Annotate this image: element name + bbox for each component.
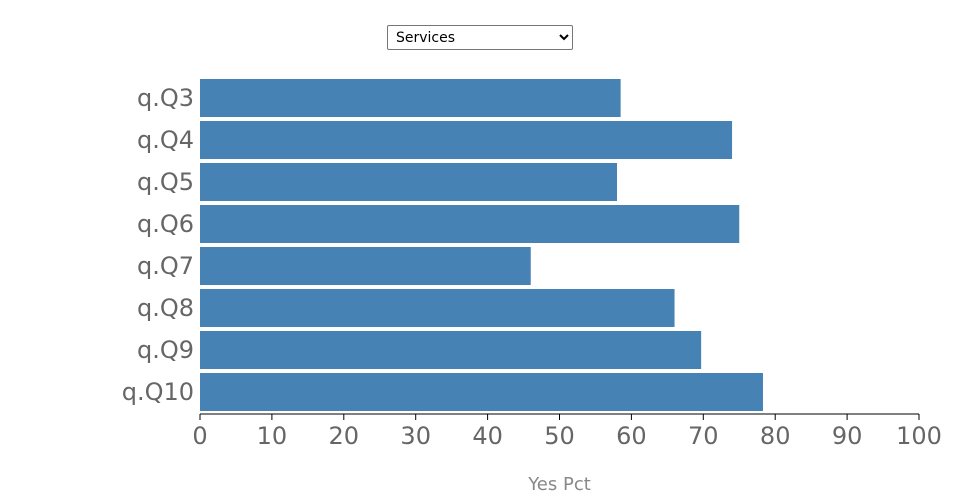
category-select[interactable]: Services [387, 25, 573, 50]
category-label: q.Q5 [137, 168, 194, 196]
category-label: q.Q4 [137, 126, 194, 154]
x-tick-label: 50 [544, 422, 575, 450]
x-tick-label: 10 [257, 422, 288, 450]
category-label: q.Q9 [137, 336, 194, 364]
bars [200, 79, 763, 411]
x-tick-label: 30 [400, 422, 431, 450]
x-tick-label: 0 [192, 422, 207, 450]
x-tick-label: 40 [472, 422, 503, 450]
category-label: q.Q8 [137, 294, 194, 322]
bar [200, 79, 621, 117]
bar [200, 205, 740, 243]
category-label: q.Q7 [137, 252, 194, 280]
bar [200, 373, 763, 411]
category-label: q.Q3 [137, 84, 194, 112]
x-axis-ticks: 0 10 20 30 40 50 60 70 80 90 100 [192, 414, 942, 450]
x-tick-label: 70 [688, 422, 719, 450]
category-labels: q.Q3 q.Q4 q.Q5 q.Q6 q.Q7 q.Q8 q.Q9 q.Q10 [122, 84, 194, 406]
category-label: q.Q10 [122, 378, 194, 406]
bar [200, 331, 702, 369]
x-tick-label: 20 [329, 422, 360, 450]
x-axis-title: Yes Pct [527, 474, 591, 495]
category-label: q.Q6 [137, 210, 194, 238]
x-tick-label: 80 [760, 422, 791, 450]
x-tick-label: 90 [832, 422, 863, 450]
x-tick-label: 60 [616, 422, 647, 450]
bar [200, 163, 618, 201]
bar [200, 247, 531, 285]
bar [200, 289, 675, 327]
bar [200, 121, 733, 159]
x-tick-label: 100 [896, 422, 942, 450]
